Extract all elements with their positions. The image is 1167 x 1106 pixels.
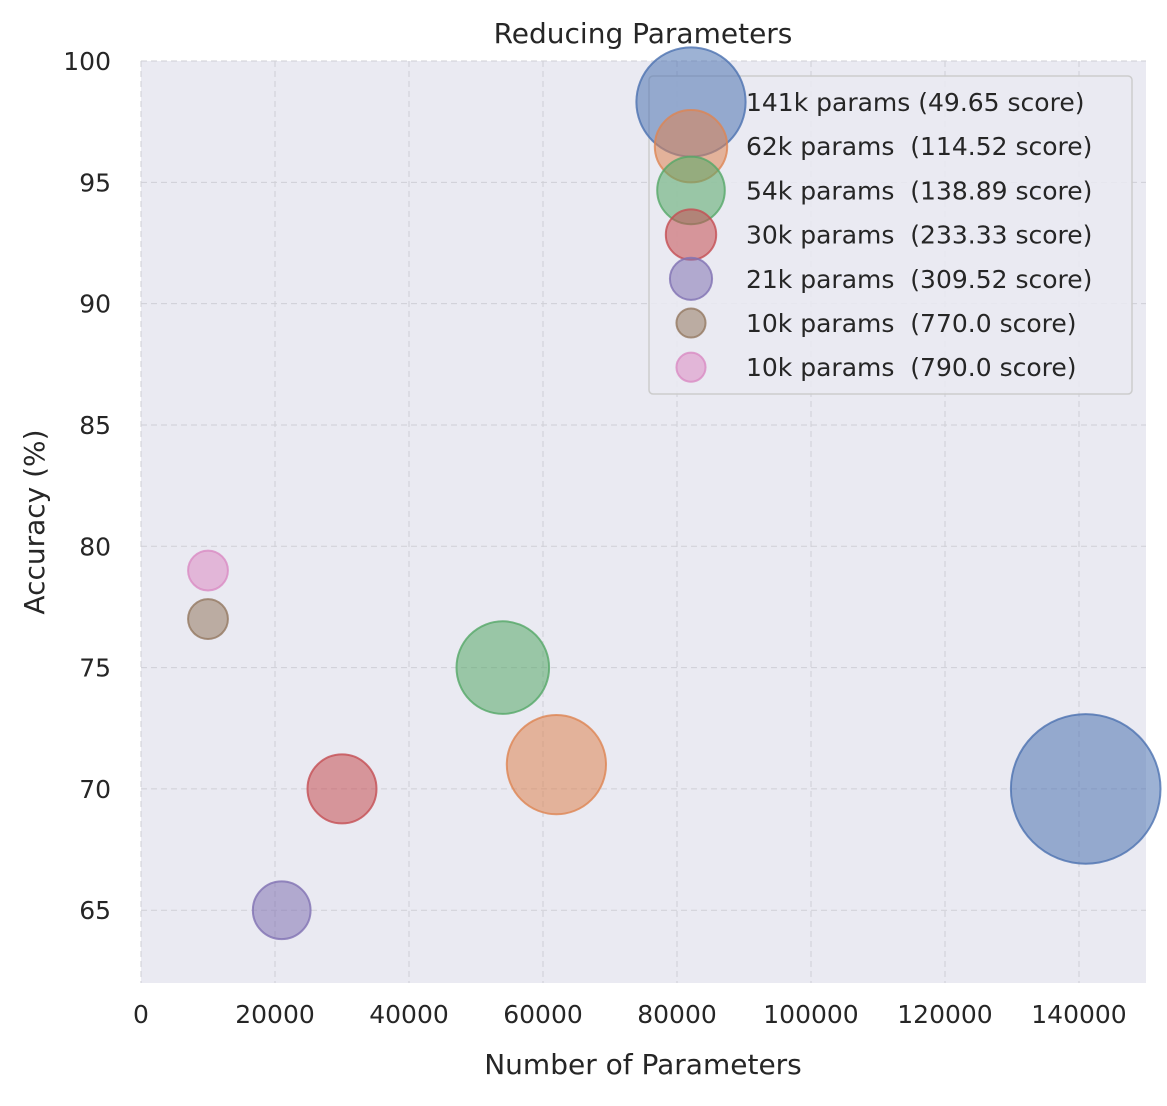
legend-label: 10k params (770.0 score): [746, 309, 1077, 338]
legend-label: 30k params (233.33 score): [746, 221, 1092, 250]
legend-label: 54k params (138.89 score): [746, 176, 1092, 205]
y-tick-label: 100: [63, 47, 111, 76]
data-point: [251, 880, 312, 941]
chart-title: Reducing Parameters: [494, 17, 793, 50]
data-point: [306, 753, 378, 825]
data-point: [187, 549, 229, 592]
data-point: [505, 714, 608, 816]
y-tick-label: 75: [79, 654, 111, 683]
x-tick-label: 60000: [503, 1000, 583, 1029]
data-point: [455, 620, 551, 715]
y-tick-label: 70: [79, 775, 111, 804]
legend-label: 62k params (114.52 score): [746, 132, 1092, 161]
y-tick-label: 90: [79, 290, 111, 319]
legend-label: 141k params (49.65 score): [746, 88, 1084, 117]
y-tick-label: 95: [79, 168, 111, 197]
legend-label: 10k params (790.0 score): [746, 353, 1077, 382]
x-tick-label: 140000: [1031, 1000, 1126, 1029]
y-axis-label: Accuracy (%): [18, 429, 51, 614]
y-tick-label: 65: [79, 896, 111, 925]
legend-marker: [668, 256, 714, 301]
y-tick-label: 85: [79, 411, 111, 440]
data-points: [187, 549, 1162, 941]
x-tick-label: 120000: [897, 1000, 992, 1029]
legend-label: 21k params (309.52 score): [746, 265, 1092, 294]
legend-marker: [675, 351, 707, 383]
x-axis-label: Number of Parameters: [484, 1048, 802, 1081]
data-point: [187, 598, 229, 640]
grid-lines: [140, 60, 1146, 983]
x-tick-label: 40000: [369, 1000, 449, 1029]
legend: 141k params (49.65 score) 62k params (114…: [635, 46, 1133, 395]
legend-box: [648, 75, 1133, 395]
x-tick-label: 0: [133, 1000, 149, 1029]
legend-marker: [675, 307, 707, 339]
x-tick-label: 20000: [235, 1000, 315, 1029]
data-point: [1009, 713, 1162, 865]
y-tick-label: 80: [79, 532, 111, 561]
x-tick-label: 80000: [637, 1000, 717, 1029]
legend-marker: [664, 208, 718, 261]
tick-labels: 0 20000 40000 60000 80000 100000 120000 140000 6…: [63, 47, 1126, 1029]
x-tick-label: 100000: [763, 1000, 858, 1029]
